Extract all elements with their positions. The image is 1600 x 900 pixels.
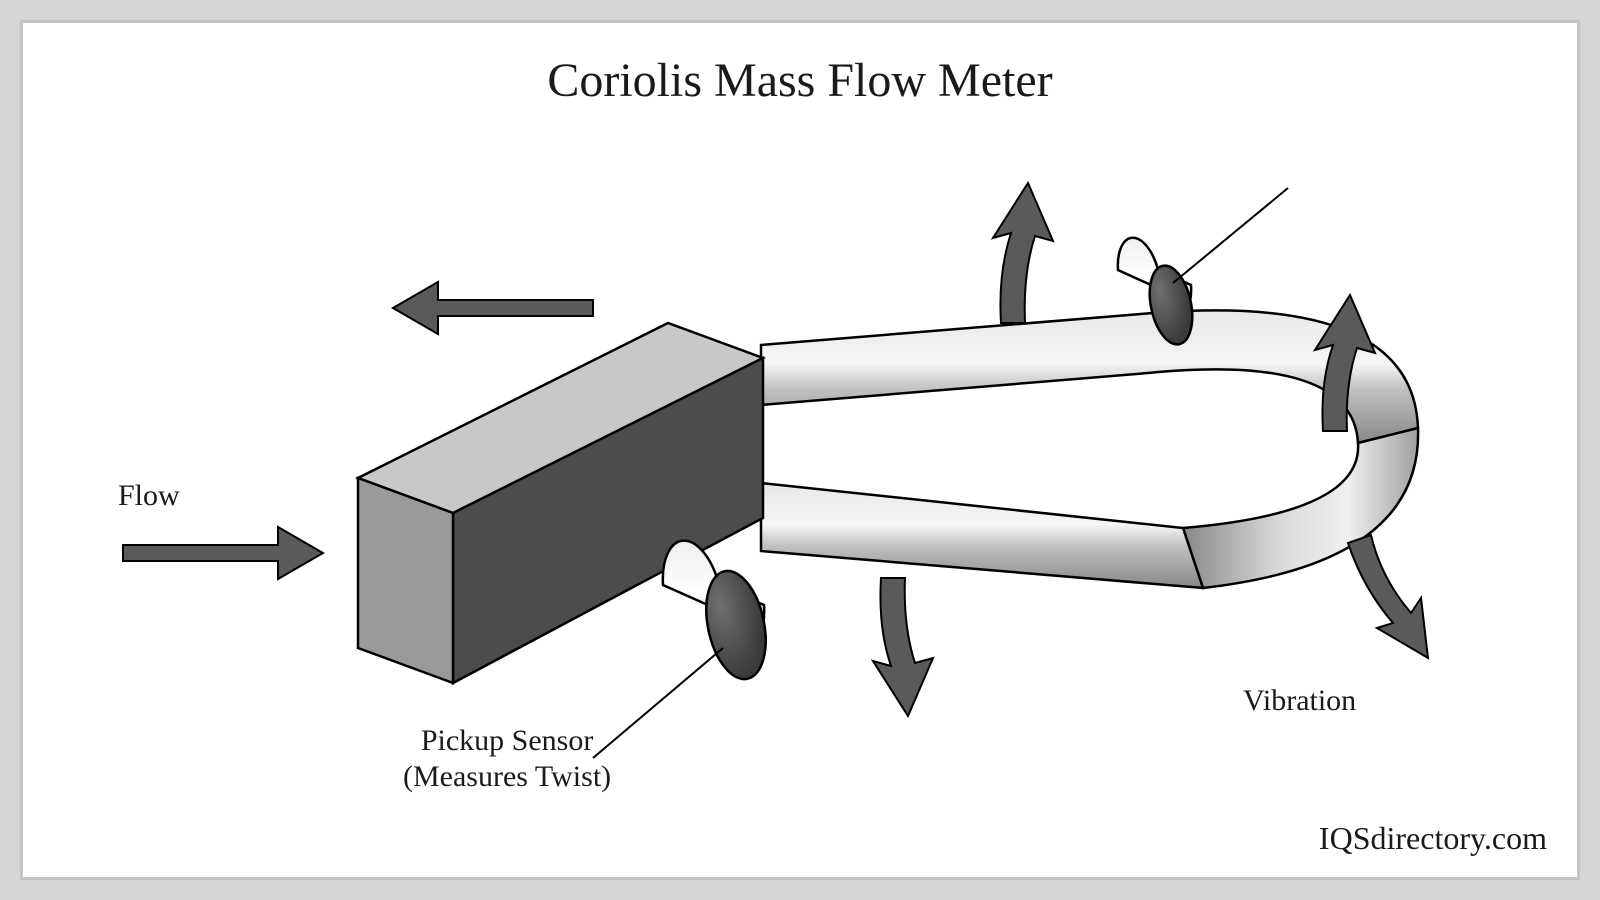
pickup-sensor-label: Pickup Sensor (Measures Twist) <box>403 723 611 795</box>
mounting-block <box>358 323 763 683</box>
flow-in-arrow <box>123 527 323 579</box>
flow-label: Flow <box>118 478 180 514</box>
vibration-label: Vibration <box>1243 683 1356 719</box>
vibration-down-arrow-1 <box>873 578 933 716</box>
tube-lower <box>761 483 1203 588</box>
vibration-up-arrow-1 <box>993 183 1053 323</box>
flow-out-arrow <box>393 282 593 334</box>
watermark: IQSdirectory.com <box>1319 820 1547 857</box>
vibration-down-arrow-2 <box>1348 535 1428 658</box>
coriolis-diagram <box>23 23 1583 883</box>
tube-upper <box>761 310 1418 443</box>
diagram-frame: Coriolis Mass Flow Meter <box>20 20 1580 880</box>
tube-curve <box>1183 428 1418 588</box>
